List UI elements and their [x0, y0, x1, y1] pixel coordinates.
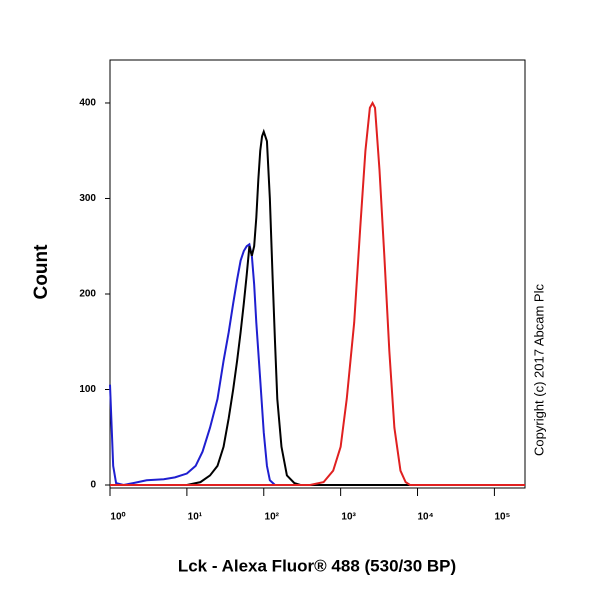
x-tick-label: 10⁴ [417, 512, 433, 523]
y-tick-label: 200 [79, 289, 96, 300]
y-axis-label: Count [31, 244, 52, 300]
histogram-line [110, 100, 525, 486]
histogram-line [109, 242, 525, 487]
plot-frame [109, 59, 526, 489]
y-tick-label: 0 [90, 480, 96, 491]
copyright: Copyright (c) 2017 Abcam Plc [531, 284, 546, 456]
y-tick-label: 100 [79, 384, 96, 395]
x-tick-label: 10⁰ [110, 512, 125, 523]
x-tick-label: 10¹ [188, 512, 203, 523]
y-tick-label: 400 [79, 98, 96, 109]
histogram-line [110, 128, 525, 486]
y-tick-label: 300 [79, 193, 96, 204]
x-tick-label: 10⁵ [494, 512, 510, 523]
x-tick-label: 10³ [341, 512, 356, 523]
x-axis-label: Lck - Alexa Fluor® 488 (530/30 BP) [178, 556, 456, 575]
x-tick-label: 10² [265, 512, 280, 523]
